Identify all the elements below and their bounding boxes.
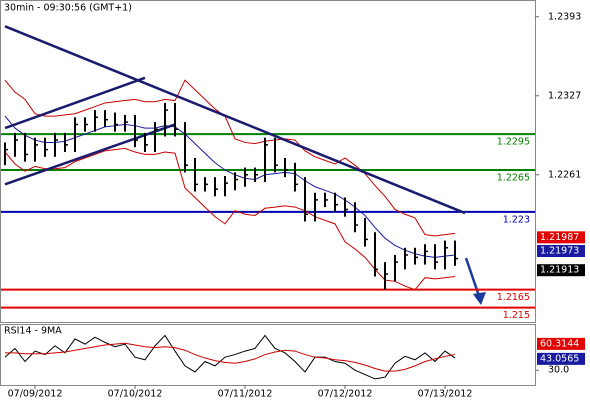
rsi-box-label: 60.3144 [540, 338, 579, 349]
rsi-title: RSI14 - 9MA [4, 326, 62, 337]
price-box [537, 245, 585, 258]
band-line [4, 115, 456, 258]
x-tick-label: 07/10/2012 [108, 389, 163, 400]
rsi-box [537, 352, 585, 365]
level-label: 1.2165 [497, 292, 530, 303]
trend-line [4, 25, 466, 215]
price-box [537, 264, 585, 277]
chart-title: 30min - 09:30:56 (GMT+1) [4, 3, 132, 14]
x-tick-label: 07/12/2012 [318, 389, 373, 400]
level-label: 1.215 [503, 310, 530, 321]
level-label: 1.223 [503, 214, 530, 225]
y-tick-label: 1.2261 [548, 169, 581, 180]
main-panel [0, 0, 536, 323]
rsi-box [537, 337, 585, 350]
price-box [537, 231, 585, 244]
rsi-line [4, 334, 456, 380]
price-box-label: 1.21973 [540, 246, 579, 257]
x-tick-label: 07/13/2012 [418, 389, 473, 400]
rsi-tick-label: 30.0 [548, 365, 569, 376]
price-box-label: 1.21913 [540, 265, 579, 276]
trend-line [4, 123, 176, 186]
band-line [4, 79, 456, 237]
level-label: 1.2295 [497, 137, 530, 148]
band-line [4, 147, 456, 291]
x-tick-label: 07/09/2012 [8, 389, 63, 400]
rsi-panel [0, 324, 536, 386]
rsi-line [5, 342, 456, 372]
price-box-label: 1.21987 [540, 232, 579, 243]
trend-line [4, 76, 146, 130]
x-tick-label: 07/11/2012 [218, 389, 273, 400]
rsi-box-label: 43.0565 [540, 353, 579, 364]
level-label: 1.2265 [497, 172, 530, 183]
y-tick-label: 1.2393 [548, 11, 581, 22]
y-tick-label: 1.2327 [548, 90, 581, 101]
